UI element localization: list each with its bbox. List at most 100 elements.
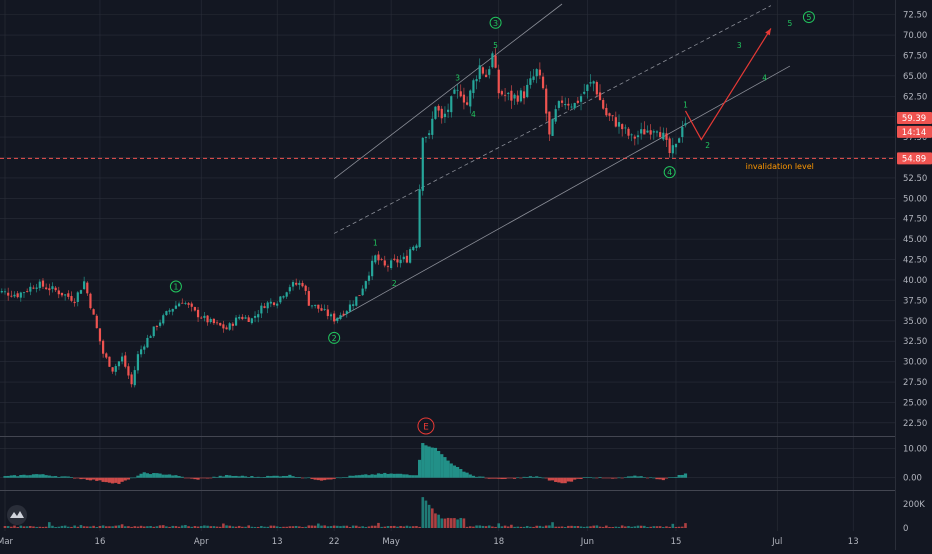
oscillator-bar (202, 477, 206, 479)
oscillator-bar (560, 477, 564, 484)
oscillator-bar (171, 475, 175, 478)
volume-bar (468, 526, 472, 528)
candle-body (263, 306, 266, 308)
oscillator-bar (215, 477, 219, 478)
channel-lower-line (333, 65, 791, 322)
oscillator-bar (512, 477, 517, 479)
candle-body (234, 317, 238, 326)
oscillator-bar (107, 477, 112, 483)
oscillator-bar (85, 477, 89, 480)
candle-body (529, 78, 532, 85)
oscillator-bar (614, 477, 618, 479)
wave-labels: 1 2 1 2 3 4 3 5 4 1 2 3 4 5 5 (169, 11, 815, 344)
time-tick-label: 16 (95, 537, 106, 547)
volume-bar (29, 526, 32, 528)
oscillator-bar (139, 473, 143, 478)
volume-bar (133, 526, 137, 528)
volume-bar (336, 525, 339, 528)
candle-body (557, 101, 560, 108)
volume-bar (519, 526, 523, 528)
volume-bar (627, 526, 630, 528)
candle-body (146, 337, 149, 348)
oscillator-axis[interactable]: 10.00 0.00 (903, 444, 927, 483)
candle-body (181, 302, 184, 304)
volume-bar (424, 500, 428, 528)
volume-bar (377, 522, 380, 528)
candlestick-series (0, 48, 687, 388)
oscillator-bar (281, 475, 286, 478)
oscillator-bar (98, 477, 102, 481)
candle-body (184, 303, 187, 304)
price-tick-label: 22.50 (903, 419, 927, 429)
candle-body (114, 366, 117, 372)
volume-bar (85, 526, 89, 528)
volume-bar (449, 518, 453, 528)
wave-label: 3 (493, 19, 498, 28)
volume-bar (269, 525, 273, 528)
volume-bar (146, 526, 149, 528)
oscillator-bar (148, 474, 153, 478)
oscillator-bar (167, 474, 172, 478)
volume-bar (291, 526, 295, 528)
tradingview-logo[interactable] (7, 505, 27, 525)
candle-body (272, 302, 276, 305)
price-tick-label: 67.50 (903, 51, 927, 61)
earnings-marker[interactable]: E (417, 417, 435, 435)
candle-body (598, 92, 602, 101)
candle-body (617, 122, 621, 127)
candle-body (589, 82, 592, 84)
candle-body (333, 313, 336, 322)
candle-body (209, 318, 212, 323)
volume-bar (402, 526, 406, 528)
volume-bar (668, 526, 671, 528)
time-axis[interactable]: Mar 16 Apr 13 22 May 18 Jun 15 Jul 13 (0, 537, 859, 547)
oscillator-bar (130, 477, 134, 479)
volume-bar (48, 522, 51, 528)
candle-body (16, 293, 19, 298)
earnings-icon[interactable] (417, 417, 435, 435)
volume-bar (491, 526, 494, 528)
volume-bar (190, 526, 194, 528)
volume-bar (662, 527, 665, 528)
volume-bar (171, 525, 175, 528)
volume-bar (209, 526, 213, 528)
volume-bar (446, 517, 450, 528)
oscillator-bar (63, 476, 67, 478)
oscillator-bar (626, 476, 631, 478)
candle-body (611, 115, 614, 117)
candle-body (76, 292, 79, 302)
projection-path[interactable] (684, 28, 772, 141)
volume-bar (513, 526, 516, 528)
logo-icon (10, 511, 24, 518)
volume-bar (487, 525, 491, 528)
volume-axis[interactable]: 200K 0 (903, 500, 925, 534)
volume-bar (320, 525, 323, 528)
candle-body (320, 308, 323, 311)
volume-bar (525, 525, 529, 528)
candle-body (507, 92, 510, 94)
oscillator-bar (604, 477, 608, 479)
oscillator-bar (455, 466, 460, 478)
volume-bar (567, 525, 570, 528)
volume-bar (326, 526, 330, 528)
candle-body (260, 305, 263, 314)
volume-bar (355, 525, 358, 528)
oscillator-bar (228, 475, 232, 478)
oscillator-bar (126, 477, 131, 480)
volume-bar (383, 526, 387, 528)
volume-bar (551, 522, 554, 528)
oscillator-bar (22, 474, 26, 478)
price-tick-label: 30.00 (903, 358, 927, 368)
oscillator-bar (592, 477, 596, 479)
volume-bar (595, 525, 599, 528)
oscillator-bar (212, 476, 216, 478)
volume-bar (342, 525, 345, 528)
oscillator-bar (408, 475, 412, 478)
volume-bar (677, 526, 681, 528)
volume-bar (529, 526, 532, 528)
candle-body (10, 295, 13, 297)
price-axis[interactable]: 72.5070.0067.5065.0062.5060.0057.5055.00… (903, 11, 927, 429)
oscillator-bar (345, 477, 349, 478)
